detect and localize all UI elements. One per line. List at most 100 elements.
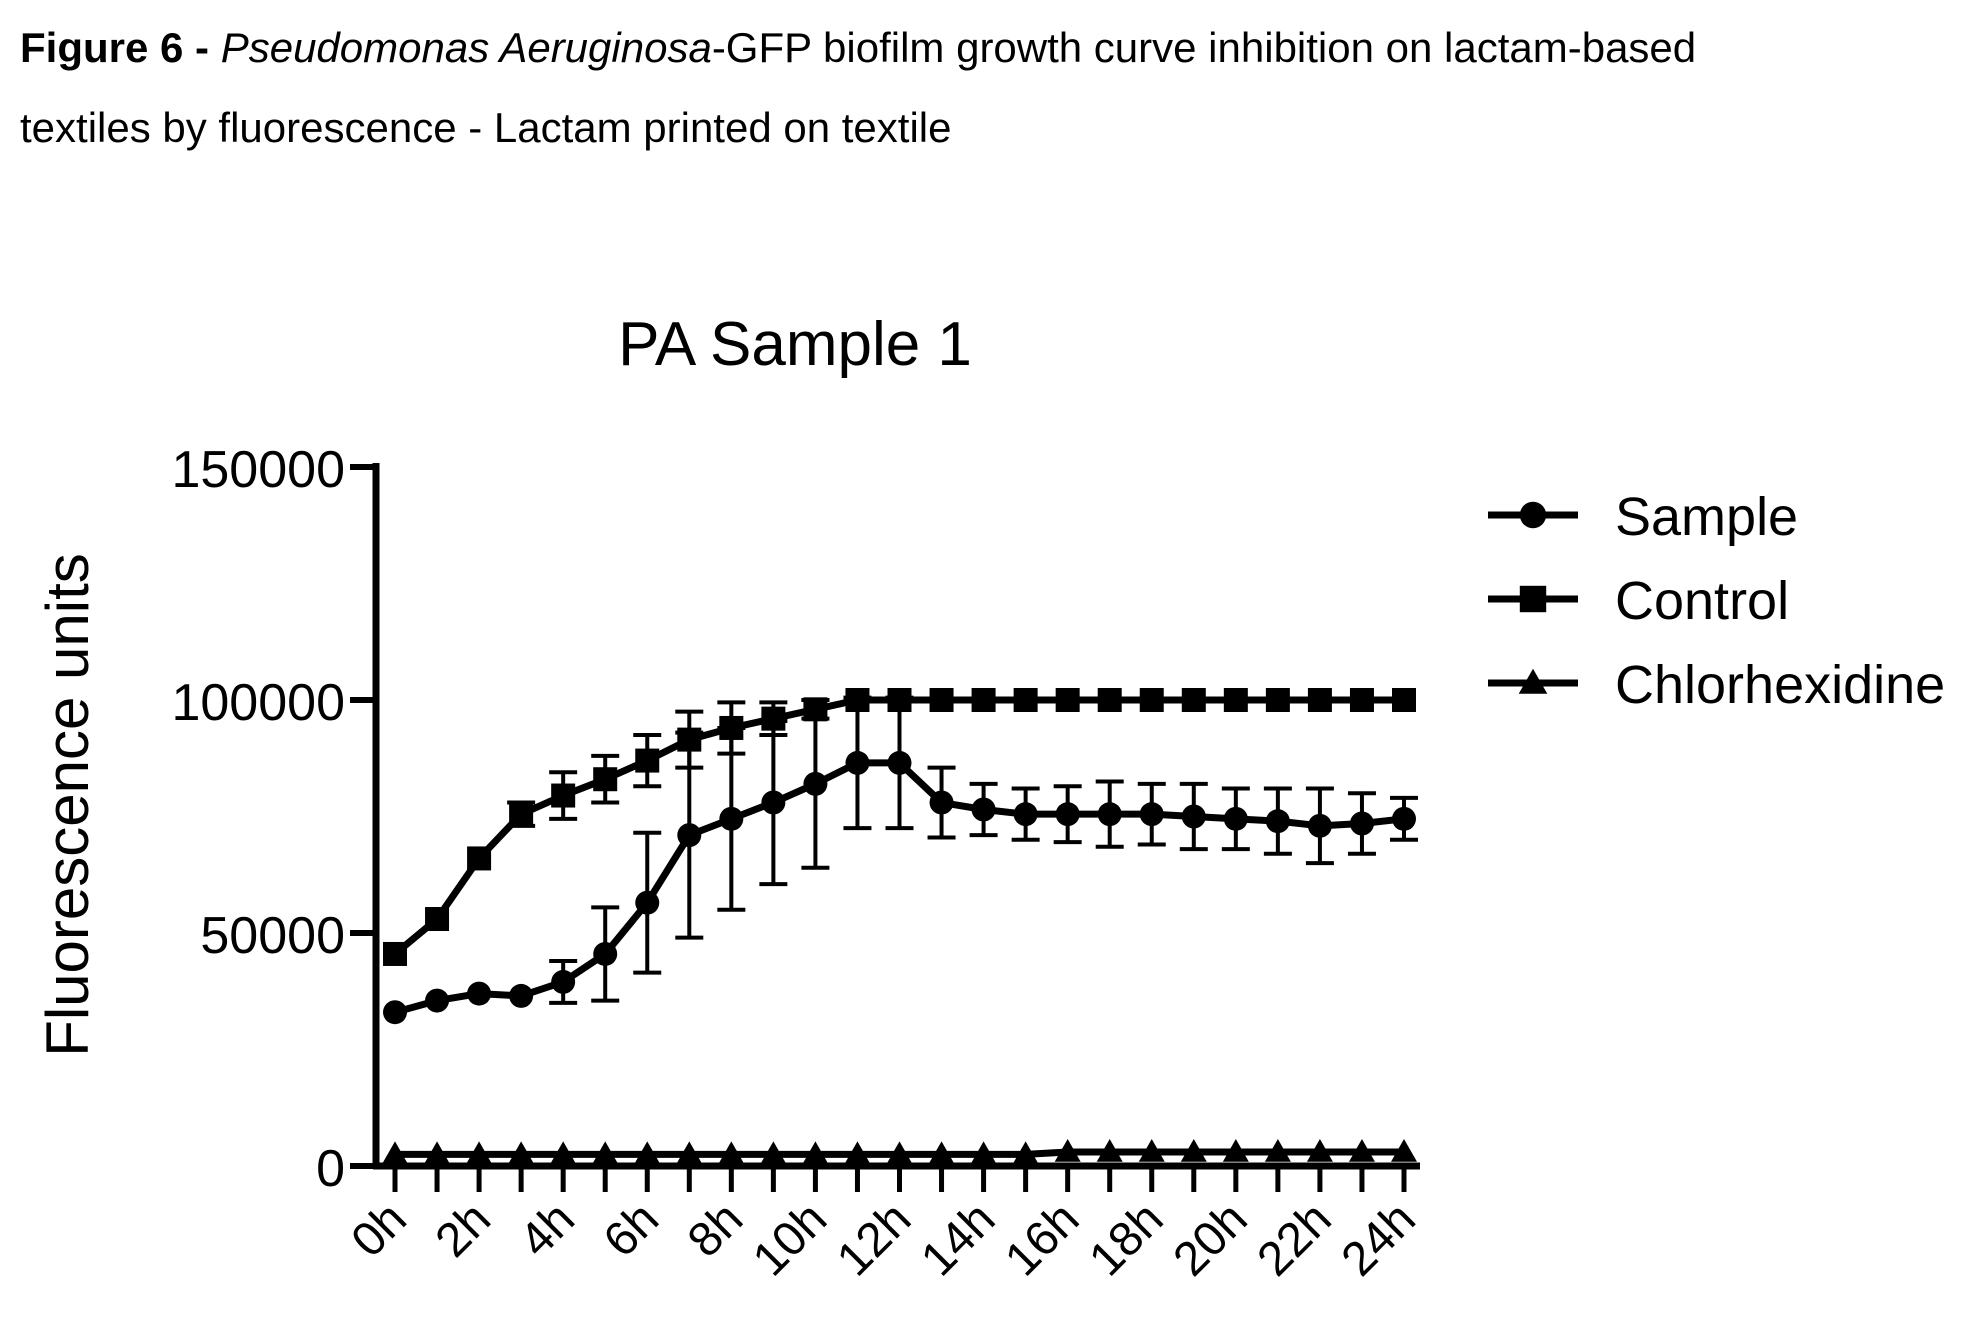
- y-axis: 0 50000 100000 150000: [171, 441, 376, 1198]
- y-tick-label: 150000: [171, 441, 345, 499]
- control-data-point: [719, 715, 744, 740]
- chlorhexidine-data-point: [1391, 1139, 1417, 1162]
- sample-data-point: [1265, 809, 1290, 834]
- control-data-point: [425, 907, 450, 932]
- legend-sample-label: Sample: [1615, 487, 1798, 547]
- caption-line-1-rest: -GFP biofilm growth curve inhibition on …: [711, 24, 1697, 71]
- sample-data-point: [593, 941, 618, 966]
- control-data-point: [929, 688, 954, 712]
- control-data-point: [1139, 688, 1164, 712]
- sample-data-point: [1055, 802, 1080, 827]
- y-tick-label: 50000: [200, 907, 345, 965]
- sample-data-point: [635, 890, 660, 915]
- chlorhexidine-data-point: [466, 1141, 493, 1165]
- legend-chlorhexidine-label: Chlorhexidine: [1615, 655, 1945, 715]
- control-data-point: [467, 846, 492, 871]
- sample-data-point: [425, 988, 450, 1013]
- control-data-point: [1265, 688, 1290, 712]
- sample-data-point: [1392, 806, 1416, 831]
- sample-data-point: [971, 797, 996, 822]
- sample-data-point: [467, 981, 492, 1006]
- chlorhexidine-data-point: [1138, 1139, 1165, 1162]
- chlorhexidine-data-point: [844, 1141, 871, 1165]
- sample-data-point: [1139, 802, 1164, 827]
- x-tick-label: 22h: [1248, 1192, 1342, 1286]
- sample-data-point: [1013, 802, 1038, 827]
- chlorhexidine-data-point: [1012, 1141, 1039, 1165]
- sample-data-point: [929, 790, 954, 815]
- y-tick-label: 0: [316, 1140, 345, 1198]
- x-tick-label: 16h: [995, 1192, 1089, 1286]
- sample-data-point: [1181, 804, 1206, 829]
- control-data-point: [1349, 688, 1374, 712]
- control-data-point: [383, 941, 407, 966]
- chlorhexidine-data-point: [676, 1141, 703, 1165]
- control-data-point: [1392, 688, 1416, 712]
- chlorhexidine-data-point: [1264, 1139, 1291, 1162]
- chlorhexidine-data-point: [1222, 1139, 1249, 1162]
- chlorhexidine-data-point: [1054, 1139, 1081, 1162]
- control-data-point: [1055, 688, 1080, 712]
- sample-data-point: [1307, 813, 1332, 838]
- sample-data-point: [887, 750, 912, 775]
- chlorhexidine-data-point: [1306, 1139, 1333, 1162]
- caption-line-1: Figure 6 - Pseudomonas Aeruginosa-GFP bi…: [20, 8, 1960, 88]
- x-tick-label: 24h: [1332, 1192, 1426, 1286]
- sample-data-point: [551, 969, 576, 994]
- legend: Sample Control Chlorhexidine: [1488, 487, 1945, 715]
- figure-label: Figure 6 -: [20, 24, 210, 71]
- x-tick-label: 2h: [426, 1192, 501, 1267]
- chlorhexidine-data-point: [550, 1141, 577, 1165]
- sample-data-point: [383, 1000, 407, 1025]
- control-data-point: [1223, 688, 1248, 712]
- chlorhexidine-data-point: [928, 1141, 955, 1165]
- chlorhexidine-data-point: [1180, 1139, 1207, 1162]
- control-data-point: [887, 688, 912, 712]
- chlorhexidine-data-point: [886, 1141, 913, 1165]
- x-tick-label: 20h: [1164, 1192, 1258, 1286]
- legend-chlorhexidine-marker: [1518, 668, 1548, 694]
- figure-caption: Figure 6 - Pseudomonas Aeruginosa-GFP bi…: [20, 8, 1960, 168]
- legend-control-label: Control: [1615, 571, 1789, 631]
- sample-data-point: [761, 790, 786, 815]
- chlorhexidine-data-point: [970, 1141, 997, 1165]
- control-data-point: [1013, 688, 1038, 712]
- chlorhexidine-data-point: [760, 1141, 787, 1165]
- control-data-point: [971, 688, 996, 712]
- chlorhexidine-data-point: [382, 1141, 408, 1165]
- chlorhexidine-data-point: [718, 1141, 745, 1165]
- sample-data-point: [719, 806, 744, 831]
- control-data-point: [1181, 688, 1206, 712]
- control-data-point: [845, 688, 870, 712]
- x-tick-label: 10h: [743, 1192, 837, 1286]
- chart-title: PA Sample 1: [618, 310, 972, 379]
- sample-data-point: [677, 823, 702, 848]
- sample-data-point: [803, 771, 828, 796]
- control-data-point: [635, 748, 660, 773]
- x-tick-label: 14h: [911, 1192, 1005, 1286]
- legend-sample-marker: [1519, 501, 1547, 529]
- control-data-point: [761, 706, 786, 731]
- chlorhexidine-data-point: [634, 1141, 661, 1165]
- legend-control-marker: [1519, 585, 1547, 613]
- x-tick-label: 18h: [1079, 1192, 1173, 1286]
- caption-line-2: textiles by fluorescence - Lactam printe…: [20, 104, 952, 151]
- control-data-point: [1307, 688, 1332, 712]
- chlorhexidine-data-point: [802, 1141, 829, 1165]
- chlorhexidine-data-point: [508, 1141, 535, 1165]
- control-data-point: [803, 697, 828, 722]
- sample-data-point: [1349, 811, 1374, 836]
- sample-data-point: [1223, 806, 1248, 831]
- sample-data-point: [845, 750, 870, 775]
- control-data-point: [509, 802, 534, 827]
- control-data-point: [551, 783, 576, 808]
- y-tick-label: 100000: [171, 674, 345, 732]
- sample-data-point: [1097, 802, 1122, 827]
- chlorhexidine-data-point: [1096, 1139, 1123, 1162]
- chlorhexidine-data-point: [424, 1141, 451, 1165]
- chlorhexidine-data-point: [592, 1141, 619, 1165]
- control-data-point: [1097, 688, 1122, 712]
- y-axis-label: Fluorescence units: [34, 553, 101, 1057]
